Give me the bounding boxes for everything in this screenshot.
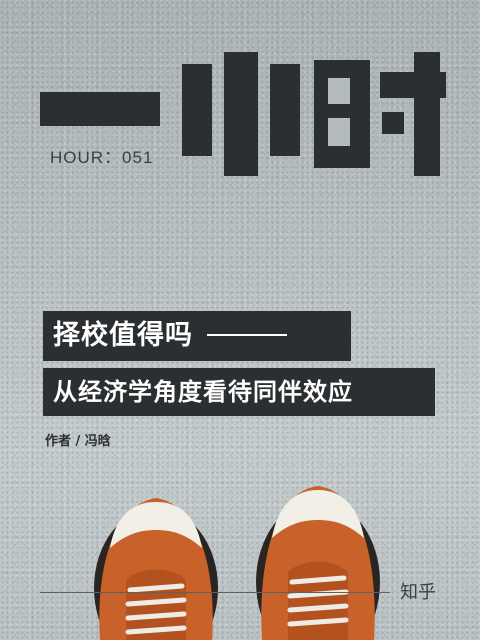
footer-rule: [40, 592, 390, 593]
right-sneaker: [256, 486, 380, 640]
title-stroke-cun-dot: [382, 112, 404, 134]
title-stroke-xiao-right: [270, 64, 300, 156]
sneakers-illustration: [94, 486, 380, 640]
title-stroke-xiao-left: [182, 64, 212, 156]
headline-line1: 择校值得吗: [43, 311, 351, 361]
headline-dash: [207, 333, 287, 336]
headline-line1-text: 择校值得吗: [53, 320, 193, 351]
title-stroke-xiao-center: [224, 52, 258, 176]
title-stroke-ri-hole-bottom: [328, 118, 350, 146]
title-stroke-cun-stem: [414, 52, 440, 176]
headline-line2: 从经济学角度看待同伴效应: [43, 368, 435, 416]
author-credit: 作者 / 冯晗: [45, 434, 111, 449]
left-sneaker: [94, 498, 218, 640]
title-graphic: 一小时: [40, 52, 446, 176]
title-stroke-ri-hole-top: [328, 78, 350, 104]
hour-label: HOUR：051: [50, 148, 154, 167]
title-stroke-ri: [314, 60, 370, 168]
title-stroke-yi: [40, 92, 160, 126]
zhihu-logo: 知乎: [400, 582, 436, 603]
